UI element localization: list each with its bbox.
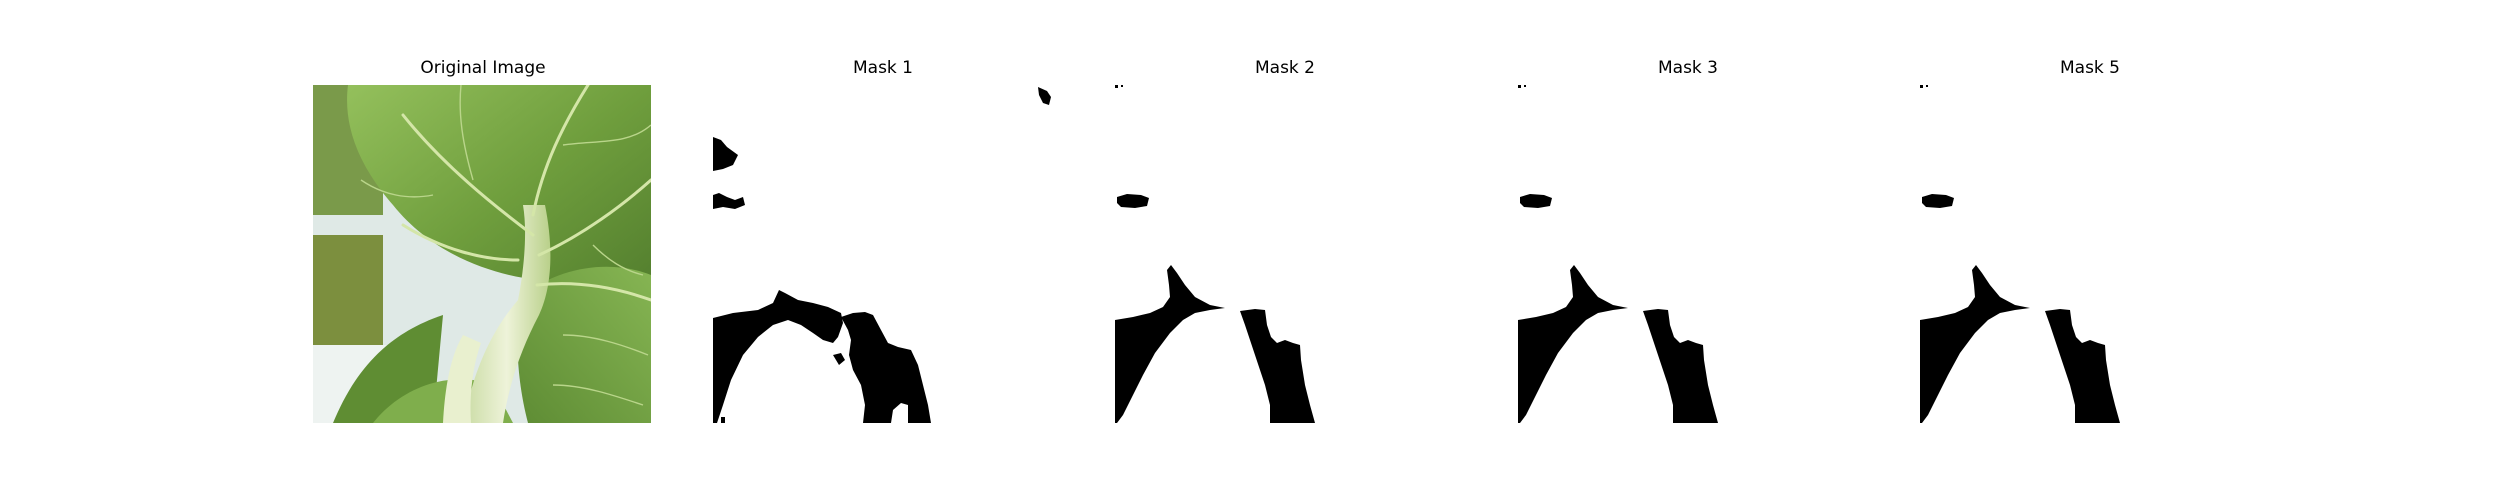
mask-image bbox=[1115, 85, 1453, 423]
mask-image bbox=[1920, 85, 2258, 423]
panel-title: Mask 3 bbox=[1657, 58, 1718, 78]
panel-title: Mask 2 bbox=[1254, 58, 1315, 78]
mask-image bbox=[713, 85, 1051, 423]
panel-title: Original Image bbox=[420, 58, 546, 78]
panel-title: Mask 1 bbox=[852, 58, 913, 78]
panel-title: Mask 5 bbox=[2059, 58, 2120, 78]
original-photo bbox=[313, 85, 651, 423]
mask-image bbox=[1518, 85, 1856, 423]
